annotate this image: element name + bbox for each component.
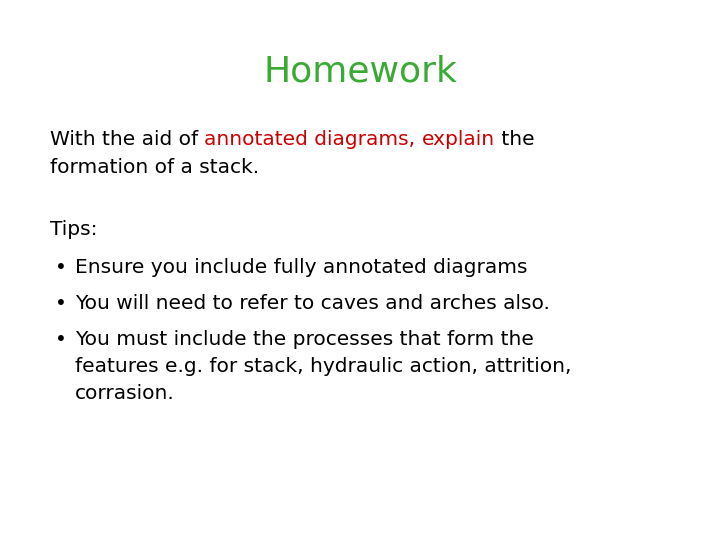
Text: formation of a stack.: formation of a stack. <box>50 158 259 177</box>
Text: explain: explain <box>422 130 495 149</box>
Text: With the aid of: With the aid of <box>50 130 204 149</box>
Text: Tips:: Tips: <box>50 220 97 239</box>
Text: You must include the processes that form the: You must include the processes that form… <box>75 330 534 349</box>
Text: •: • <box>55 258 67 277</box>
Text: features e.g. for stack, hydraulic action, attrition,: features e.g. for stack, hydraulic actio… <box>75 357 572 376</box>
Text: Ensure you include fully annotated diagrams: Ensure you include fully annotated diagr… <box>75 258 528 277</box>
Text: the: the <box>495 130 535 149</box>
Text: annotated diagrams,: annotated diagrams, <box>204 130 415 149</box>
Text: Homework: Homework <box>263 55 457 89</box>
Text: corrasion.: corrasion. <box>75 384 175 403</box>
Text: •: • <box>55 294 67 313</box>
Text: •: • <box>55 330 67 349</box>
Text: You will need to refer to caves and arches also.: You will need to refer to caves and arch… <box>75 294 550 313</box>
